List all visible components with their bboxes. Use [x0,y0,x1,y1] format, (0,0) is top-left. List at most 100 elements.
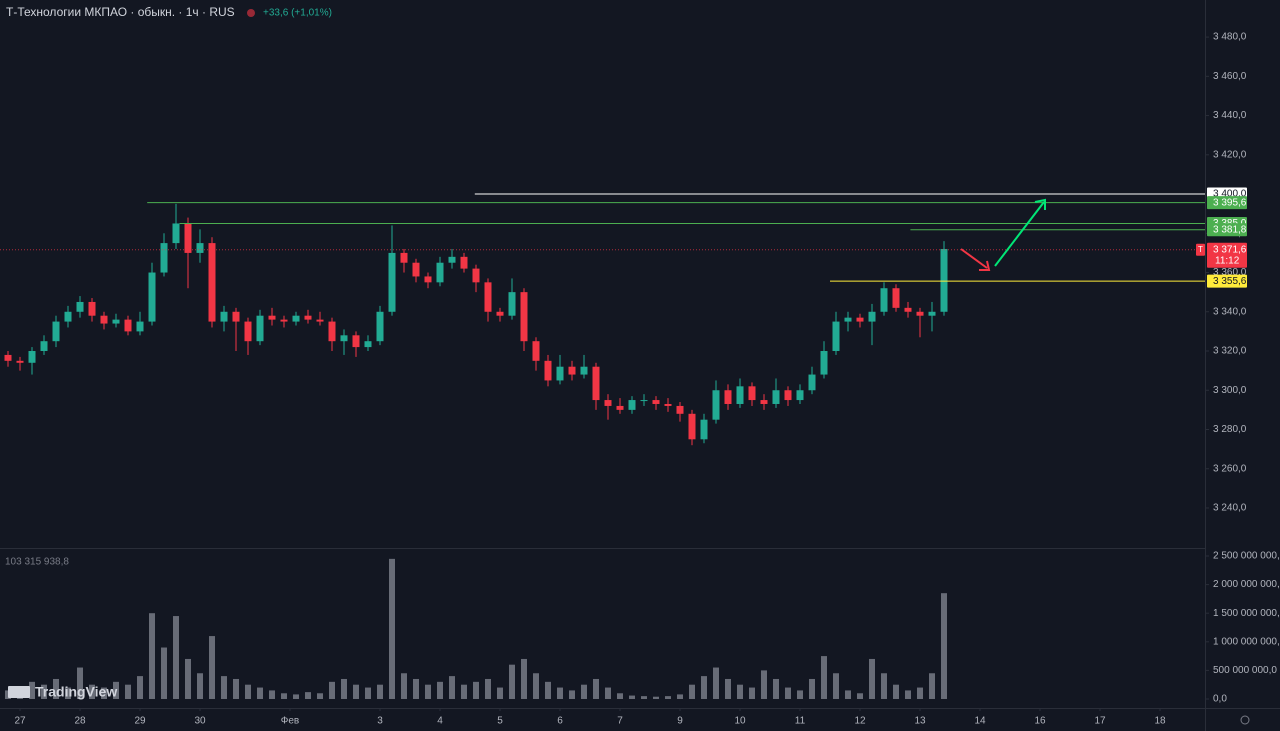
volume-bar [689,684,696,699]
x-tick-label: 6 [557,716,563,727]
logo-mark[interactable] [8,686,30,698]
change-label: +33,6 (+1,01%) [263,8,332,19]
candle-body [316,319,324,322]
volume-bar [329,681,336,699]
volume-bar [401,673,408,699]
candle-body [292,315,300,322]
candle-body [856,317,864,322]
candle-body [304,315,312,320]
volume-bar [29,681,36,699]
candle-body [424,276,432,283]
volume-bar [737,684,744,699]
candle-body [100,315,108,324]
y-tick-label: 3 240,0 [1213,503,1247,514]
candle-body [724,390,732,404]
y-tick-label: 3 440,0 [1213,110,1247,121]
volume-bar [653,696,660,699]
candle-body [232,311,240,322]
candle-body [940,248,948,312]
volume-bar [821,656,828,699]
candle-body [400,252,408,263]
volume-bar [545,681,552,699]
volume-bar [569,690,576,699]
volume-bar [269,690,276,699]
last-price-label: 3 371,6 [1213,244,1247,255]
y-tick-label: 3 480,0 [1213,32,1247,43]
volume-bar [257,687,264,699]
x-tick-label: 13 [914,716,926,727]
candle-body [52,321,60,342]
volume-bar [905,690,912,699]
candle-body [508,292,516,316]
volume-legend: 103 315 938,8 [5,557,69,568]
volume-bar [89,684,96,699]
candle-body [352,335,360,348]
y-tick-label: 3 280,0 [1213,424,1247,435]
symbol-badge-box [1196,243,1205,256]
y-tick-label: 1 500 000 000,0 [1213,608,1280,619]
volume-bar [485,678,492,699]
candle-body [640,400,648,402]
up-arrow-head [1034,198,1046,210]
settings-icon[interactable] [1240,715,1250,725]
candle-body [220,311,228,322]
volume-bar [185,658,192,699]
volume-bar [245,684,252,699]
level-label: 3 400,0 [1213,189,1247,200]
candle-body [916,311,924,316]
volume-bar [893,684,900,699]
candle-body [784,390,792,401]
volume-bar [137,676,144,699]
volume-bar [233,678,240,699]
x-tick-label: 9 [677,716,683,727]
volume-bar [65,687,72,699]
volume-bar [713,667,720,699]
candle-body [472,268,480,283]
volume-bar [605,687,612,699]
level-label: 3 395,6 [1213,197,1247,208]
volume-bar [377,684,384,699]
candle-body [532,341,540,361]
volume-bar [857,693,864,699]
y-tick-label: 1 000 000 000,0 [1213,636,1280,647]
candle-body [388,252,396,312]
status-dot[interactable] [247,9,255,17]
overlays: 3 400,03 395,63 385,03 381,83 355,63 371… [960,187,1247,288]
candle-body [616,405,624,410]
volume-bar [917,687,924,699]
candle-body [772,390,780,404]
candle-body [340,335,348,342]
volume-bar [581,684,588,699]
x-tick-label: 18 [1154,716,1166,727]
volume-bar [473,681,480,699]
candle-body [256,315,264,342]
x-tick-label: 10 [734,716,746,727]
level-label: 3 355,6 [1213,276,1247,287]
candle-body [736,386,744,404]
volume-bar [509,664,516,699]
y-tick-label: 2 500 000 000,0 [1213,551,1280,562]
candle-body [556,366,564,381]
volume-bar [521,658,528,699]
volume-bar [365,687,372,699]
volume-bar [161,647,168,699]
candle-body [436,262,444,283]
volume-bar [449,676,456,699]
volume-bar [305,692,312,699]
volume-bar [641,696,648,699]
y-tick-label: 3 260,0 [1213,463,1247,474]
volume-bar [293,694,300,699]
candle-body [196,243,204,253]
candle-body [700,419,708,440]
candle-body [832,321,840,352]
volume-bar [341,678,348,699]
symbol-badge: T [1198,245,1203,254]
logo[interactable]: TradingView [35,684,117,700]
candle-body [76,301,84,312]
volume-bar [197,673,204,699]
volume-bar [101,687,108,699]
volume-bar [125,684,132,699]
candle-body [208,243,216,322]
candle-body [484,282,492,312]
